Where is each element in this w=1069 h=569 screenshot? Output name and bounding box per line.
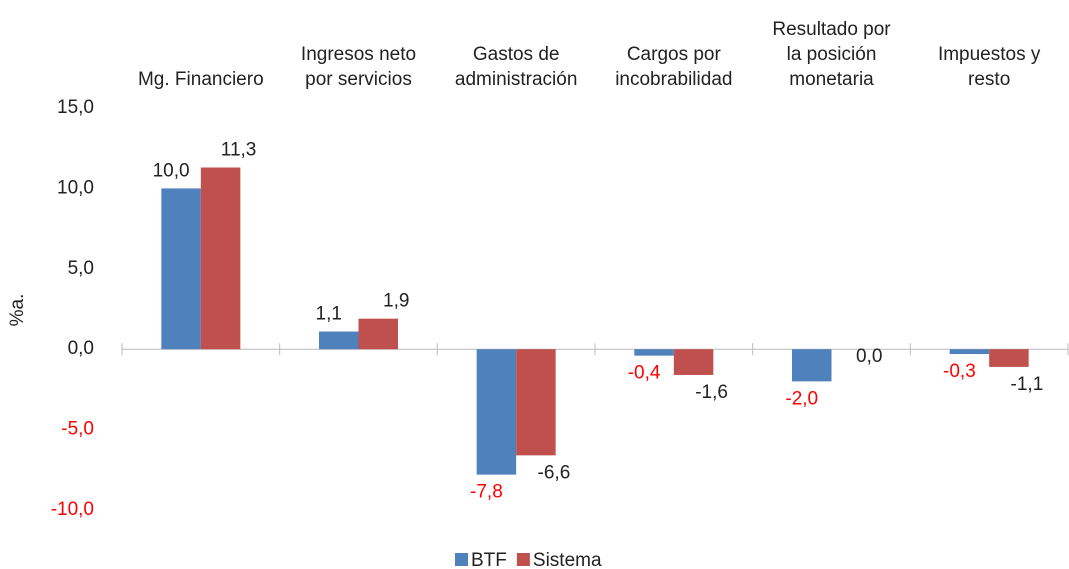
bar <box>634 349 674 356</box>
bar <box>949 349 990 355</box>
x-tick-label: incobrabilidad <box>615 69 732 90</box>
x-tick-label: Gastos de <box>473 44 560 65</box>
data-label: -0,3 <box>943 361 976 382</box>
data-label: -0,4 <box>628 363 661 384</box>
data-label: 11,3 <box>221 140 257 161</box>
data-label: -6,6 <box>538 462 571 483</box>
bar <box>516 349 556 456</box>
x-tick-label: Ingresos neto <box>301 44 416 65</box>
legend-label: Sistema <box>533 550 602 569</box>
bar <box>319 331 359 350</box>
data-label: -7,8 <box>470 482 503 503</box>
bar <box>792 349 832 382</box>
data-label: 1,1 <box>316 304 342 325</box>
data-label: -1,1 <box>1011 374 1044 395</box>
y-tick-label: 0,0 <box>68 338 94 359</box>
x-tick-label: Mg. Financiero <box>138 69 264 90</box>
data-label: -2,0 <box>785 388 818 409</box>
bar <box>200 167 241 350</box>
x-tick-label: la posición <box>787 44 877 65</box>
y-axis-title: %a. <box>7 294 28 327</box>
bar <box>358 318 398 350</box>
x-tick-label: administración <box>455 69 578 90</box>
y-tick-label: 10,0 <box>57 177 94 198</box>
x-tick-label: monetaria <box>789 69 874 90</box>
y-tick-label: -10,0 <box>51 499 94 520</box>
x-tick-label: Resultado por <box>772 19 891 40</box>
legend-swatch <box>455 553 468 566</box>
legend-swatch <box>516 553 530 566</box>
bar <box>161 188 201 350</box>
x-tick-label: Impuestos y <box>938 44 1041 65</box>
y-tick-label: 5,0 <box>68 258 94 279</box>
data-label: 1,9 <box>383 291 409 312</box>
bar <box>476 349 517 475</box>
data-label: -1,6 <box>695 382 728 403</box>
data-label: 0,0 <box>856 346 882 367</box>
bar <box>673 349 714 375</box>
legend-label: BTF <box>471 550 507 569</box>
x-tick-label: resto <box>968 69 1010 90</box>
y-tick-label: -5,0 <box>61 419 94 440</box>
y-tick-label: 15,0 <box>57 97 94 118</box>
x-tick-label: Cargos por <box>627 44 722 65</box>
data-label: 10,0 <box>153 160 190 181</box>
x-tick-label: por servicios <box>305 69 412 90</box>
bar <box>989 349 1029 367</box>
